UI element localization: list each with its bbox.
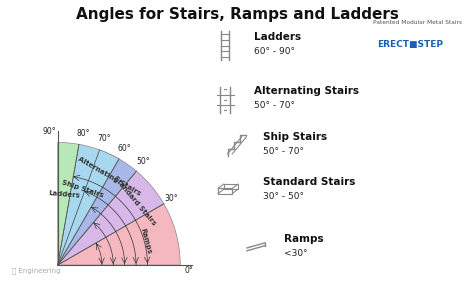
Text: 30°: 30° (165, 194, 178, 203)
Text: Alternating Stairs: Alternating Stairs (77, 156, 141, 197)
Text: 50°: 50° (136, 156, 150, 166)
Text: Patented Modular Metal Stairs: Patented Modular Metal Stairs (373, 20, 462, 25)
Text: <30°: <30° (284, 249, 308, 258)
Text: Ladders: Ladders (254, 32, 301, 42)
Text: Angles for Stairs, Ramps and Ladders: Angles for Stairs, Ramps and Ladders (75, 7, 399, 22)
Text: 30° - 50°: 30° - 50° (263, 192, 304, 201)
Wedge shape (58, 144, 119, 265)
Wedge shape (58, 142, 79, 265)
Text: 90°: 90° (42, 127, 56, 136)
Text: 70°: 70° (98, 134, 111, 143)
Text: Ship Stairs: Ship Stairs (61, 180, 104, 199)
Text: Alternating Stairs: Alternating Stairs (254, 86, 359, 96)
Text: 60°: 60° (118, 144, 131, 153)
Text: 50° - 70°: 50° - 70° (263, 146, 304, 156)
Text: ERECT■STEP: ERECT■STEP (377, 40, 443, 49)
Text: Standard Stairs: Standard Stairs (112, 175, 156, 227)
Wedge shape (58, 204, 180, 265)
Wedge shape (58, 171, 164, 265)
Text: 80°: 80° (76, 129, 90, 138)
Text: ➤: ➤ (408, 40, 415, 49)
Text: 50° - 70°: 50° - 70° (254, 101, 294, 110)
Wedge shape (58, 150, 137, 265)
Text: Ramps: Ramps (284, 234, 324, 245)
Text: Ramps: Ramps (139, 228, 152, 255)
Text: Ladders: Ladders (48, 190, 80, 198)
Text: ⓔ Engineering: ⓔ Engineering (12, 267, 60, 274)
Text: 0°: 0° (184, 266, 193, 275)
Text: Standard Stairs: Standard Stairs (263, 177, 356, 188)
Text: Ship Stairs: Ship Stairs (263, 132, 327, 142)
Text: 60° - 90°: 60° - 90° (254, 47, 294, 56)
